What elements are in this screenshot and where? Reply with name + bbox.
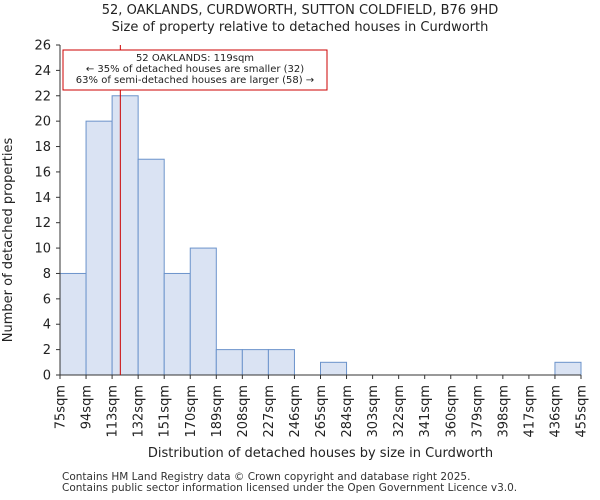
x-tick-label-208sqm: 208sqm (236, 385, 251, 438)
chart-title-block: 52, OAKLANDS, CURDWORTH, SUTTON COLDFIEL… (0, 2, 600, 36)
y-axis-title: Number of detached properties (1, 138, 16, 343)
y-tick-label-10: 10 (34, 242, 51, 257)
bar-208sqm (241, 349, 269, 376)
annotation-line-2: ← 35% of detached houses are smaller (32… (86, 64, 304, 75)
y-tick-label-6: 6 (43, 292, 51, 307)
y-tick-label-12: 12 (34, 216, 51, 231)
y-tick-label-4: 4 (43, 318, 51, 333)
x-tick-label-341sqm: 341sqm (418, 385, 433, 438)
x-tick-label-113sqm: 113sqm (106, 385, 121, 438)
x-tick-label-265sqm: 265sqm (314, 385, 329, 438)
y-tick-label-22: 22 (34, 89, 51, 104)
bar-75sqm (59, 272, 87, 376)
x-tick-label-246sqm: 246sqm (288, 385, 303, 438)
bar-436sqm (554, 361, 582, 376)
x-tick-label-75sqm: 75sqm (54, 385, 69, 429)
bar-189sqm (215, 349, 243, 376)
footer-line-1: Contains HM Land Registry data © Crown c… (62, 471, 471, 483)
y-tick-label-26: 26 (34, 39, 51, 54)
bars-group (59, 95, 582, 376)
x-tick-label-227sqm: 227sqm (262, 385, 277, 438)
x-tick-label-360sqm: 360sqm (444, 385, 459, 438)
annotation-box: 52 OAKLANDS: 119sqm ← 35% of detached ho… (62, 49, 328, 91)
x-tick-label-94sqm: 94sqm (80, 385, 95, 429)
y-tick-label-8: 8 (43, 267, 51, 282)
y-tick-label-2: 2 (43, 343, 51, 358)
y-tick-label-20: 20 (34, 115, 51, 130)
footer-attribution: Contains HM Land Registry data © Crown c… (62, 472, 517, 494)
y-tick-label-0: 0 (43, 369, 51, 384)
annotation-border (62, 49, 328, 91)
x-tick-label-398sqm: 398sqm (496, 385, 511, 438)
x-tick-label-132sqm: 132sqm (132, 385, 147, 438)
x-tick-label-379sqm: 379sqm (470, 385, 485, 438)
bar-151sqm (163, 272, 191, 376)
bar-132sqm (137, 158, 165, 376)
x-tick-label-436sqm: 436sqm (548, 385, 563, 438)
x-tick-label-322sqm: 322sqm (392, 385, 407, 438)
chart-title: 52, OAKLANDS, CURDWORTH, SUTTON COLDFIEL… (101, 3, 499, 18)
x-tick-label-170sqm: 170sqm (184, 385, 199, 438)
bar-265sqm (320, 361, 348, 376)
x-tick-label-284sqm: 284sqm (340, 385, 355, 438)
y-tick-label-24: 24 (34, 64, 51, 79)
chart-subtitle: Size of property relative to detached ho… (111, 20, 489, 35)
y-tick-label-18: 18 (34, 140, 51, 155)
x-axis-title: Distribution of detached houses by size … (148, 446, 493, 461)
y-tick-label-16: 16 (34, 165, 51, 180)
x-tick-label-455sqm: 455sqm (575, 385, 590, 438)
bar-113sqm (111, 95, 139, 376)
y-tick-label-14: 14 (34, 191, 51, 206)
bar-94sqm (85, 120, 113, 376)
x-tick-label-151sqm: 151sqm (158, 385, 173, 438)
x-tick-label-303sqm: 303sqm (366, 385, 381, 438)
annotation-line-1: 52 OAKLANDS: 119sqm (136, 53, 254, 64)
x-tick-label-189sqm: 189sqm (210, 385, 225, 438)
x-tick-label-417sqm: 417sqm (522, 385, 537, 438)
annotation-line-3: 63% of semi-detached houses are larger (… (76, 75, 314, 86)
bar-170sqm (189, 247, 217, 376)
footer-line-2: Contains public sector information licen… (62, 482, 518, 494)
bar-227sqm (267, 349, 295, 376)
